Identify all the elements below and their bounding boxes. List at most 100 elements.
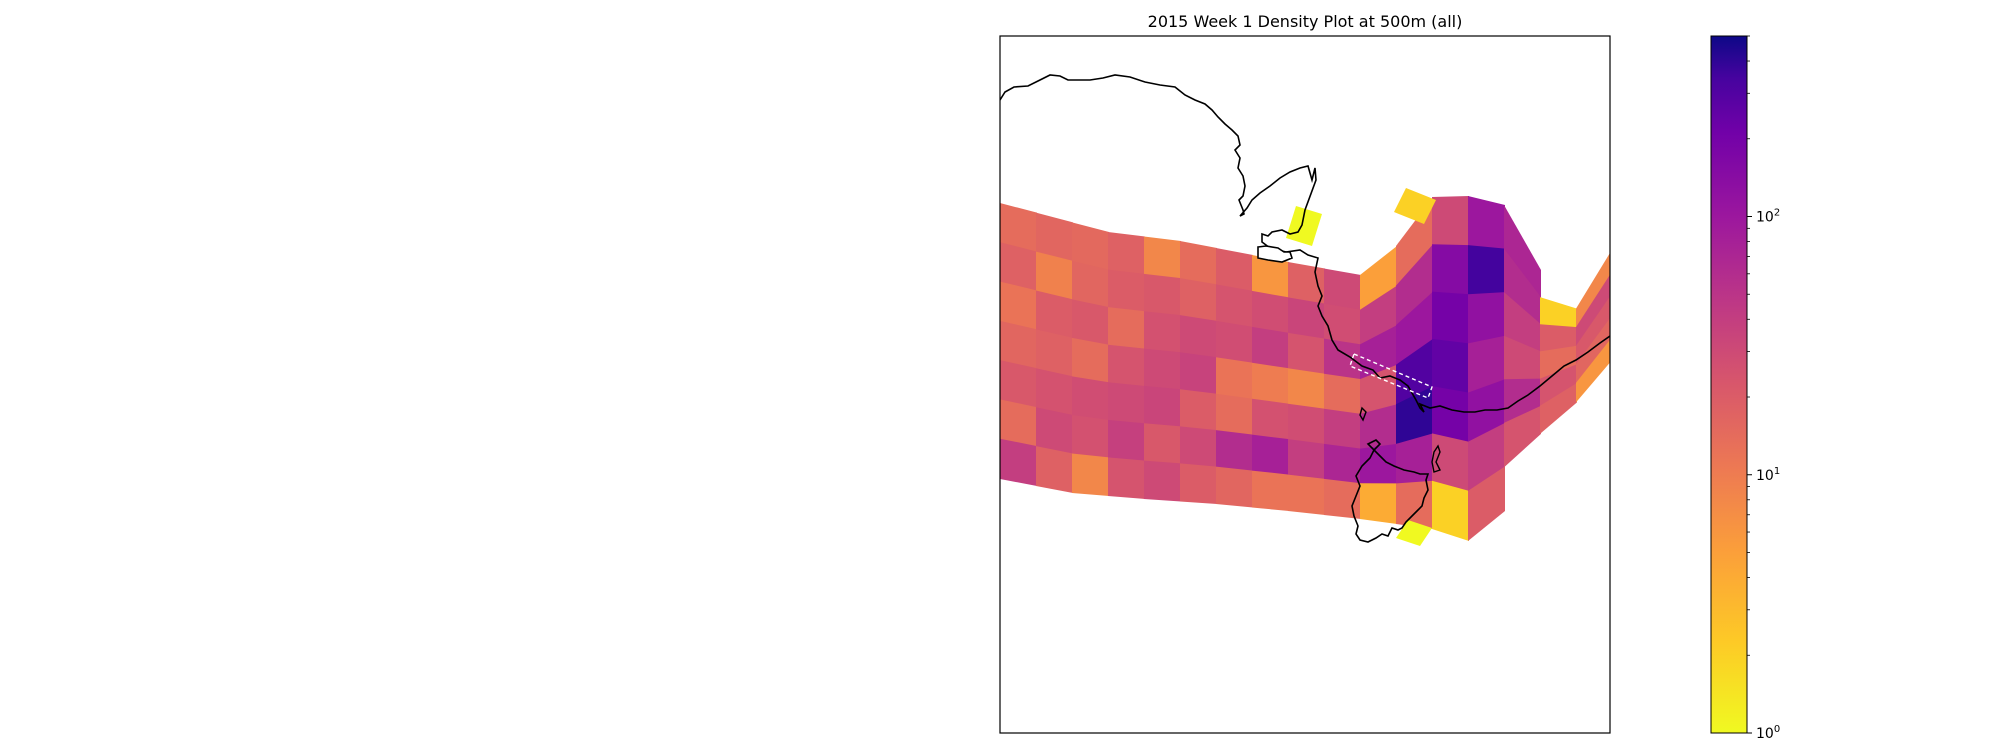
- density-cell: [1036, 446, 1073, 493]
- density-cell: [1540, 382, 1577, 434]
- density-cell: [1504, 292, 1541, 353]
- density-cell: [1612, 261, 1649, 315]
- density-cell: [1036, 251, 1073, 301]
- density-cell: [1180, 352, 1217, 395]
- density-cell: [1576, 339, 1610, 403]
- density-cell: [1216, 320, 1253, 364]
- density-cell: [1252, 362, 1289, 405]
- density-cell: [1288, 403, 1325, 445]
- density-cell: [1216, 430, 1253, 472]
- density-cell: [1504, 405, 1541, 468]
- density-cell: [1000, 203, 1037, 253]
- region-of-interest-box: [1349, 353, 1433, 399]
- density-cell: [1144, 273, 1181, 317]
- density-cell: [1324, 338, 1361, 381]
- density-cell: [1576, 296, 1610, 366]
- density-cell: [1108, 344, 1145, 387]
- density-cell: [1432, 196, 1469, 247]
- density-cell: [1324, 408, 1361, 450]
- density-cell: [1144, 348, 1181, 391]
- density-cell: [1324, 373, 1361, 415]
- coastline-kangaroo-island: [1257, 245, 1293, 263]
- density-cell: [1612, 227, 1649, 271]
- density-cell: [1072, 299, 1109, 346]
- coastline-king-island: [1359, 406, 1367, 422]
- colorbar-gradient: [1710, 35, 1748, 734]
- colorbar-ticks: 100 101 102: [1747, 35, 1780, 742]
- density-cell: [1540, 297, 1577, 329]
- map-plot-area: [1000, 36, 1649, 733]
- density-cell: [1324, 268, 1361, 311]
- density-cell: [1432, 338, 1469, 394]
- density-cell: [1144, 460, 1181, 502]
- density-cell: [1000, 320, 1037, 370]
- density-cell: [1252, 290, 1289, 334]
- density-cell: [1108, 232, 1145, 275]
- density-cell: [1252, 398, 1289, 441]
- density-cell: [1180, 315, 1217, 359]
- density-cell: [1324, 478, 1361, 519]
- density-cell: [1180, 389, 1217, 432]
- density-cell: [1504, 248, 1541, 326]
- density-cell: [1000, 438, 1037, 486]
- density-cell: [1288, 474, 1325, 515]
- density-cell: [1000, 281, 1037, 331]
- colorbar-tick-label: 100: [1756, 724, 1780, 742]
- density-cell: [1108, 419, 1145, 462]
- density-cell: [1396, 433, 1433, 485]
- density-cell: [1504, 205, 1541, 299]
- colorbar-tick-label: 102: [1756, 208, 1780, 226]
- coastline-mainland: [1000, 74, 1610, 413]
- density-cell: [1216, 466, 1253, 508]
- density-cell: [1252, 255, 1289, 299]
- density-cell: [1036, 407, 1073, 455]
- density-cell: [1504, 378, 1541, 424]
- density-cell: [1468, 466, 1505, 541]
- density-cell: [1216, 284, 1253, 328]
- density-cell: [1468, 335, 1505, 394]
- density-cell: [1576, 252, 1610, 329]
- density-cell: [1396, 386, 1433, 445]
- density-cell: [1180, 278, 1217, 322]
- density-cell: [1288, 368, 1325, 410]
- density-cell: [1000, 360, 1037, 409]
- density-cell: [1036, 368, 1073, 416]
- chart-title: 2015 Week 1 Density Plot at 500m (all): [1148, 12, 1463, 31]
- density-cell: [1360, 483, 1397, 524]
- density-cell: [1576, 274, 1610, 347]
- density-cell: [1036, 290, 1073, 339]
- density-cell: [1144, 236, 1181, 280]
- density-cell: [1108, 382, 1145, 425]
- density-cell: [1432, 291, 1469, 345]
- density-cell: [1394, 188, 1436, 224]
- density-cell: [1288, 332, 1325, 375]
- map-frame: [999, 35, 1611, 734]
- colorbar: 100 101 102: [1710, 35, 1780, 742]
- density-cell: [1072, 337, 1109, 384]
- density-cell: [1432, 480, 1469, 541]
- density-cell: [1252, 326, 1289, 370]
- density-cell: [1288, 297, 1325, 340]
- density-cells: [1000, 188, 1649, 546]
- density-cell: [1612, 210, 1649, 249]
- density-cell: [1396, 520, 1432, 546]
- density-cell: [1108, 307, 1145, 350]
- density-cell: [1324, 443, 1361, 485]
- density-cell: [1576, 318, 1610, 384]
- density-cell: [1108, 457, 1145, 499]
- coastline-flinders-island: [1431, 444, 1441, 473]
- density-cell: [1072, 222, 1109, 271]
- colorbar-tick-label: 101: [1756, 466, 1780, 484]
- density-cell: [1360, 443, 1397, 485]
- density-cell: [1108, 269, 1145, 313]
- density-cell: [1216, 357, 1253, 400]
- density-cell: [1216, 393, 1253, 436]
- coastline-tasmania: [1351, 439, 1430, 543]
- density-cell: [1504, 335, 1541, 381]
- density-cell: [1540, 324, 1577, 353]
- density-cell: [1360, 246, 1397, 311]
- density-cell: [1540, 364, 1577, 407]
- density-cell: [1036, 329, 1073, 378]
- density-cell: [1144, 385, 1181, 428]
